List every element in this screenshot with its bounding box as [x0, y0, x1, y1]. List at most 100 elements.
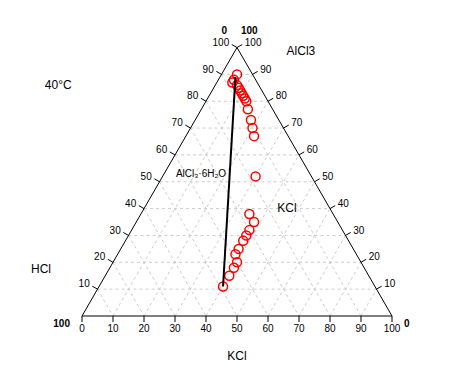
- tick: [175, 316, 176, 322]
- tick-label: 90: [203, 64, 215, 75]
- tick-label: 90: [260, 64, 272, 75]
- tick: [113, 316, 114, 322]
- grid-line: [191, 128, 284, 129]
- tick-label: 60: [156, 144, 168, 155]
- grid-line: [98, 289, 377, 290]
- tick: [284, 125, 289, 128]
- axis-left: 10 20 30 40 50 60 70 80 90 100: [79, 37, 237, 316]
- annotation: 40°C: [45, 78, 72, 92]
- grid-line: [175, 128, 284, 316]
- grid-line: [129, 235, 346, 236]
- data-point: [251, 172, 260, 181]
- corner-label: 100: [53, 318, 70, 329]
- tick: [185, 125, 190, 128]
- tick-label: 50: [141, 171, 153, 182]
- grid-line: [237, 182, 315, 316]
- plot-area: [219, 70, 261, 291]
- tick-label: 90: [355, 323, 367, 334]
- grid-line: [98, 289, 114, 316]
- grid-line: [299, 235, 346, 316]
- axis-title: KCl: [227, 349, 246, 363]
- tick: [377, 286, 382, 289]
- axis-title: HCl: [31, 262, 51, 276]
- tick: [232, 45, 237, 48]
- tick-label: 40: [338, 198, 350, 209]
- tick-label: 80: [276, 90, 288, 101]
- tick-label: 70: [293, 323, 305, 334]
- tick: [315, 179, 320, 182]
- tick: [206, 316, 207, 322]
- tick: [154, 179, 159, 182]
- tick: [299, 316, 300, 322]
- grid: [98, 74, 377, 316]
- tick: [108, 259, 113, 262]
- tick-label: 30: [169, 323, 181, 334]
- tick-label: 20: [94, 251, 106, 262]
- tick-label: 40: [125, 198, 137, 209]
- tick: [361, 259, 366, 262]
- tick-label: 10: [384, 278, 396, 289]
- tick: [92, 286, 97, 289]
- data-point: [243, 105, 252, 114]
- grid-line: [144, 209, 206, 316]
- tick-label: 60: [307, 144, 319, 155]
- tick-label: 10: [79, 278, 91, 289]
- tick-label: 20: [369, 251, 381, 262]
- tick-label: 60: [262, 323, 274, 334]
- tick: [346, 232, 351, 235]
- grid-line: [175, 155, 268, 316]
- tick: [82, 316, 83, 322]
- grid-line: [144, 101, 268, 316]
- tick-label: 80: [187, 90, 199, 101]
- chart: 0 10 20 30 40 50 60 70 80 90 100 10 20 30 40 50 60 70 80 90…: [0, 0, 474, 373]
- tick-label: 50: [322, 171, 334, 182]
- grid-line: [222, 74, 362, 316]
- tick-label: 80: [324, 323, 336, 334]
- grid-line: [191, 128, 300, 316]
- tick: [144, 316, 145, 322]
- tick-label: 100: [213, 37, 230, 48]
- tick-label: 50: [231, 323, 243, 334]
- grid-line: [113, 262, 144, 316]
- data-point: [225, 271, 234, 280]
- tick: [392, 316, 393, 322]
- axes: 0 10 20 30 40 50 60 70 80 90 100 10 20 30 40 50 60 70 80 90…: [79, 37, 401, 335]
- tick: [237, 45, 242, 48]
- grid-line: [113, 74, 253, 316]
- boundary-line: [223, 77, 235, 286]
- tick: [253, 71, 258, 74]
- tick: [123, 232, 128, 235]
- points: [219, 70, 261, 291]
- tick-label: 100: [245, 37, 262, 48]
- data-point: [250, 132, 259, 141]
- tick: [361, 316, 362, 322]
- tick: [330, 206, 335, 209]
- tick: [139, 206, 144, 209]
- axis-domain: [82, 48, 237, 316]
- tick: [237, 316, 238, 322]
- tick: [268, 316, 269, 322]
- tick-label: 30: [353, 225, 365, 236]
- tick-label: 30: [110, 225, 122, 236]
- tick: [268, 98, 273, 101]
- tick-label: 70: [172, 117, 184, 128]
- tick: [216, 71, 221, 74]
- tick: [170, 152, 175, 155]
- tick-label: 40: [200, 323, 212, 334]
- grid-line: [206, 101, 330, 316]
- tick-label: 100: [384, 323, 401, 334]
- tick-label: 20: [138, 323, 150, 334]
- corner-label: 0: [221, 25, 227, 36]
- annotation: AlCl₃·6H₂O: [176, 168, 226, 179]
- annotation: KCl: [277, 201, 296, 215]
- axis-title: AlCl3: [287, 44, 316, 58]
- axis-bottom: 0102030405060708090100: [79, 316, 401, 334]
- corner-label: 0: [404, 318, 410, 329]
- grid-line: [206, 155, 299, 316]
- grid-line: [129, 235, 176, 316]
- tick: [330, 316, 331, 322]
- tick-label: 70: [291, 117, 303, 128]
- tick-label: 0: [79, 323, 85, 334]
- grid-line: [361, 289, 377, 316]
- axis-right: 10 20 30 40 50 60 70 80 90 100: [237, 37, 396, 316]
